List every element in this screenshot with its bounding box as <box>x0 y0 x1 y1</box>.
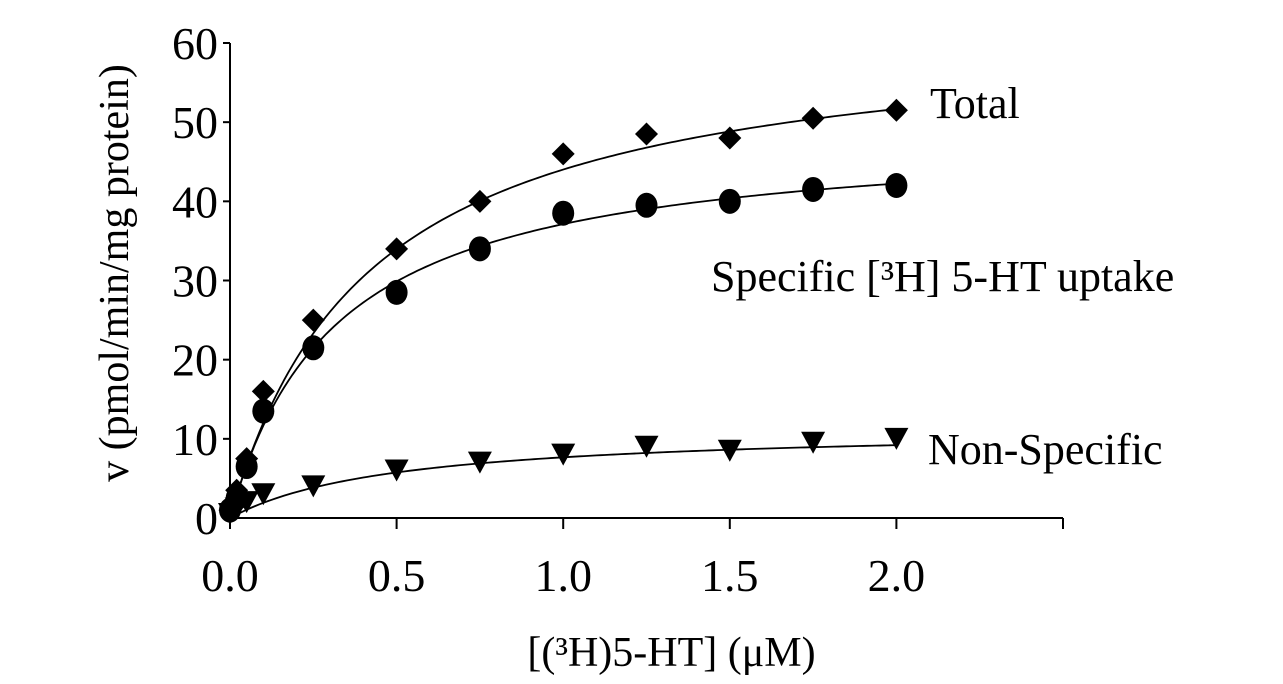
data-point-nonspecific <box>251 483 276 506</box>
series-label: Total <box>930 79 1020 128</box>
y-axis-title: v (pmol/min/mg protein) <box>92 64 138 482</box>
data-point-nonspecific <box>384 459 409 482</box>
data-point-nonspecific <box>234 491 259 514</box>
series-label: Non-Specific <box>928 425 1163 474</box>
data-point-total <box>301 308 325 332</box>
data-point-nonspecific <box>634 435 659 458</box>
x-tick-label: 2.0 <box>868 550 926 601</box>
series-labels: Total Specific [³H] 5-HT uptake Non-Specif… <box>711 79 1174 474</box>
data-point-total <box>385 237 409 261</box>
data-point-specific <box>718 188 741 214</box>
y-tick-label: 60 <box>172 18 218 69</box>
data-markers <box>218 98 909 526</box>
x-tick-label: 1.0 <box>534 550 592 601</box>
data-point-specific <box>385 279 408 305</box>
fit-curve-circle <box>229 182 897 519</box>
y-tick-label: 20 <box>172 335 218 386</box>
x-tick-label: 0.5 <box>368 550 426 601</box>
data-point-total <box>468 189 492 213</box>
series-label: Specific [³H] 5-HT uptake <box>711 252 1174 301</box>
data-point-nonspecific <box>551 443 576 466</box>
data-point-specific <box>635 192 658 218</box>
y-tick-label: 40 <box>172 176 218 227</box>
fit-curve-diamond <box>229 108 897 519</box>
data-point-specific <box>552 200 575 226</box>
data-point-nonspecific <box>884 427 909 450</box>
data-point-total <box>801 106 825 130</box>
y-tick-label: 30 <box>172 256 218 307</box>
data-point-specific <box>802 176 825 202</box>
data-point-specific <box>235 454 258 480</box>
y-tick-label: 50 <box>172 97 218 148</box>
data-point-nonspecific <box>467 451 492 474</box>
data-point-specific <box>302 335 325 361</box>
x-tick-label: 1.5 <box>701 550 759 601</box>
data-point-specific <box>252 398 275 424</box>
data-point-total <box>251 379 275 403</box>
x-tick-label: 0.0 <box>201 550 259 601</box>
data-point-specific <box>885 173 908 198</box>
data-point-nonspecific <box>801 431 826 454</box>
x-axis-title: [(³H)5-HT] (μM) <box>527 630 815 676</box>
data-point-total <box>551 142 575 166</box>
data-point-nonspecific <box>717 439 742 462</box>
data-point-nonspecific <box>301 475 326 498</box>
data-point-total <box>884 98 908 122</box>
y-tick-label: 10 <box>172 414 218 465</box>
data-point-total <box>718 126 742 150</box>
axes: 0.0 0.5 1.0 1.5 2.0 0 10 20 30 40 50 60 [(³H)5-HT] (… <box>92 18 1064 676</box>
y-tick-label: 0 <box>195 493 218 544</box>
data-point-specific <box>468 236 491 262</box>
data-point-total <box>635 122 658 146</box>
